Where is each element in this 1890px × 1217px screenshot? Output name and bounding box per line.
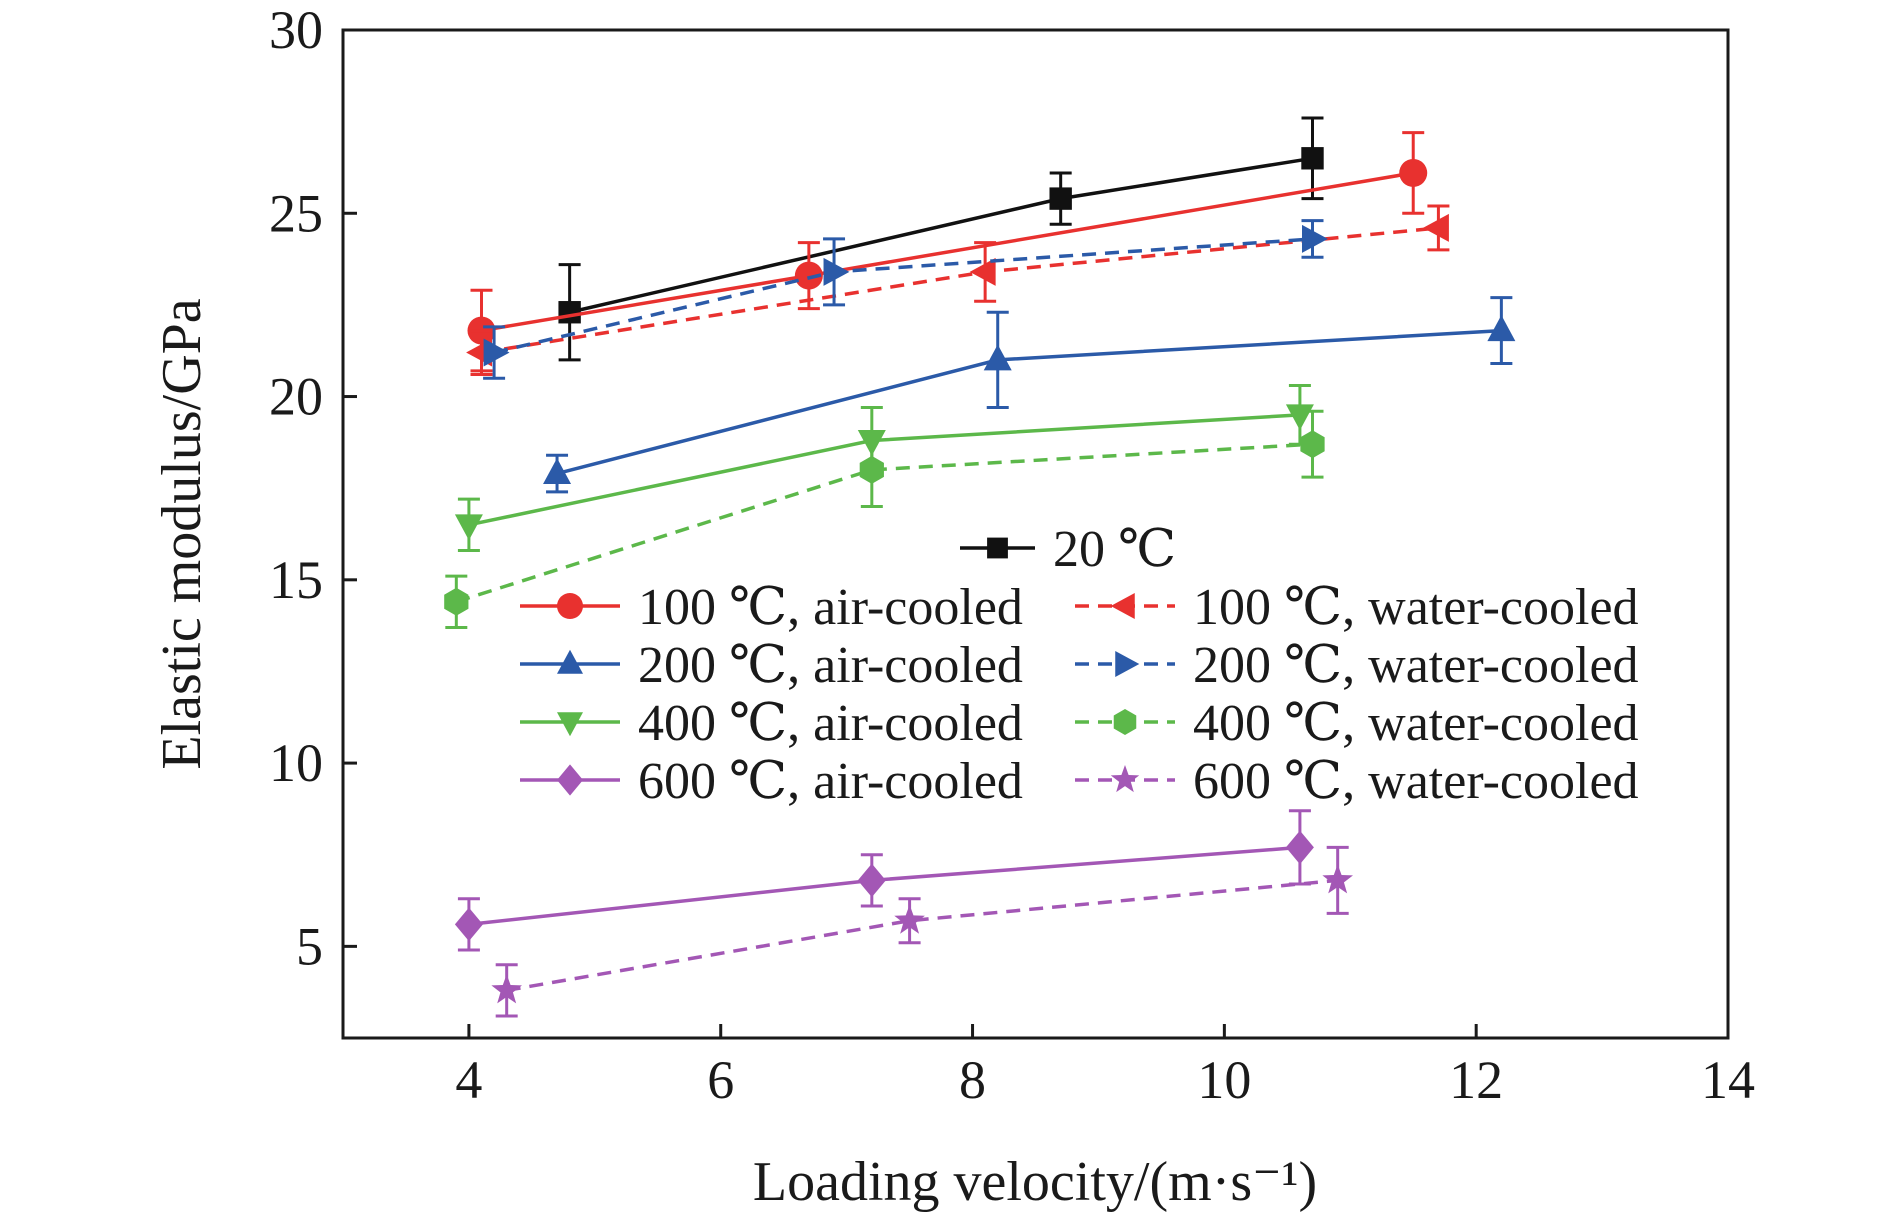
data-point (454, 514, 483, 541)
x-tick-label: 10 (1197, 1050, 1251, 1110)
legend: 20 ℃ 100 ℃, air-cooled 100 ℃, water-cooled… (520, 521, 1639, 810)
series-layer (444, 116, 1516, 1018)
legend-entry: 20 ℃ (960, 521, 1176, 578)
legend-marker (987, 537, 1008, 559)
series-line (556, 328, 1502, 476)
data-point (1049, 187, 1072, 210)
legend-label: 400 ℃, air-cooled (638, 695, 1023, 752)
legend-label: 600 ℃, air-cooled (638, 753, 1023, 810)
legend-marker (557, 649, 583, 674)
y-tick-label: 15 (269, 550, 323, 610)
series-line (481, 226, 1439, 355)
data-point (1302, 224, 1328, 253)
y-tick-label: 20 (269, 367, 323, 427)
legend-entry: 100 ℃, water-cooled (1075, 579, 1639, 636)
data-point (859, 455, 884, 484)
x-tick-label: 4 (455, 1050, 482, 1110)
legend-label: 600 ℃, water-cooled (1193, 753, 1639, 810)
data-point (1423, 213, 1449, 242)
series-9 (491, 845, 1353, 1018)
series-4 (543, 296, 1516, 494)
x-tick-label: 6 (707, 1050, 734, 1110)
ticks-layer: 4 6 8 10 12 14 5 10 15 20 25 30 (269, 0, 1755, 1110)
series-7 (444, 409, 1325, 629)
data-point (794, 261, 823, 290)
data-point (491, 974, 522, 1004)
legend-marker (557, 712, 583, 737)
series-line (569, 156, 1313, 314)
legend-marker (557, 764, 583, 796)
series-3 (466, 204, 1450, 377)
series-line (506, 878, 1338, 993)
legend-marker (1113, 709, 1137, 735)
plot-frame (341, 28, 1730, 1040)
data-point (454, 907, 483, 942)
series-8 (454, 809, 1314, 952)
data-point (543, 458, 572, 485)
legend-label: 400 ℃, water-cooled (1193, 695, 1639, 752)
legend-marker (1110, 593, 1135, 619)
data-point (1285, 404, 1314, 431)
legend-marker (1110, 765, 1140, 793)
legend-marker (1115, 651, 1140, 677)
series-5 (483, 219, 1328, 380)
y-tick-label: 10 (269, 733, 323, 793)
legend-label: 20 ℃ (1053, 521, 1176, 578)
data-point (1322, 864, 1353, 894)
y-tick-label: 5 (296, 916, 323, 976)
data-point (823, 257, 850, 286)
data-point (1399, 158, 1428, 187)
x-tick-label: 14 (1701, 1050, 1755, 1110)
data-point (857, 863, 886, 898)
series-line (468, 845, 1301, 927)
series-line (493, 237, 1313, 355)
series-2 (467, 131, 1428, 373)
data-point (558, 301, 581, 324)
legend-marker (557, 593, 583, 619)
data-point (983, 344, 1012, 371)
data-point (483, 338, 510, 367)
y-tick-label: 30 (269, 0, 323, 60)
x-tick-label: 12 (1449, 1050, 1503, 1110)
legend-label: 200 ℃, air-cooled (638, 637, 1023, 694)
y-axis-title: Elastic modulus/GPa (151, 298, 213, 769)
legend-label: 100 ℃, water-cooled (1193, 579, 1639, 636)
legend-entry: 400 ℃, air-cooled (520, 695, 1023, 752)
series-line (455, 442, 1313, 604)
legend-entry: 600 ℃, water-cooled (1075, 753, 1639, 810)
x-axis-title: Loading velocity/(m·s⁻¹) (753, 1151, 1317, 1212)
legend-entry: 200 ℃, air-cooled (520, 637, 1023, 694)
legend-entry: 600 ℃, air-cooled (520, 753, 1023, 810)
data-point (894, 904, 925, 934)
legend-entry: 100 ℃, air-cooled (520, 579, 1023, 636)
legend-entry: 400 ℃, water-cooled (1075, 695, 1639, 752)
legend-label: 100 ℃, air-cooled (638, 579, 1023, 636)
data-point (444, 587, 469, 616)
x-tick-label: 8 (959, 1050, 986, 1110)
legend-label: 200 ℃, water-cooled (1193, 637, 1639, 694)
data-point (969, 257, 996, 286)
y-tick-label: 25 (269, 183, 323, 243)
data-point (1300, 430, 1325, 459)
data-point (1285, 830, 1314, 865)
data-point (1487, 315, 1516, 342)
data-point (1301, 147, 1324, 170)
legend-entry: 200 ℃, water-cooled (1075, 637, 1639, 694)
series-line (481, 171, 1414, 333)
